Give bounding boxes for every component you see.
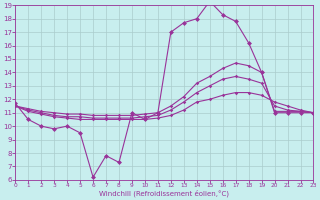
X-axis label: Windchill (Refroidissement éolien,°C): Windchill (Refroidissement éolien,°C) (100, 190, 229, 197)
